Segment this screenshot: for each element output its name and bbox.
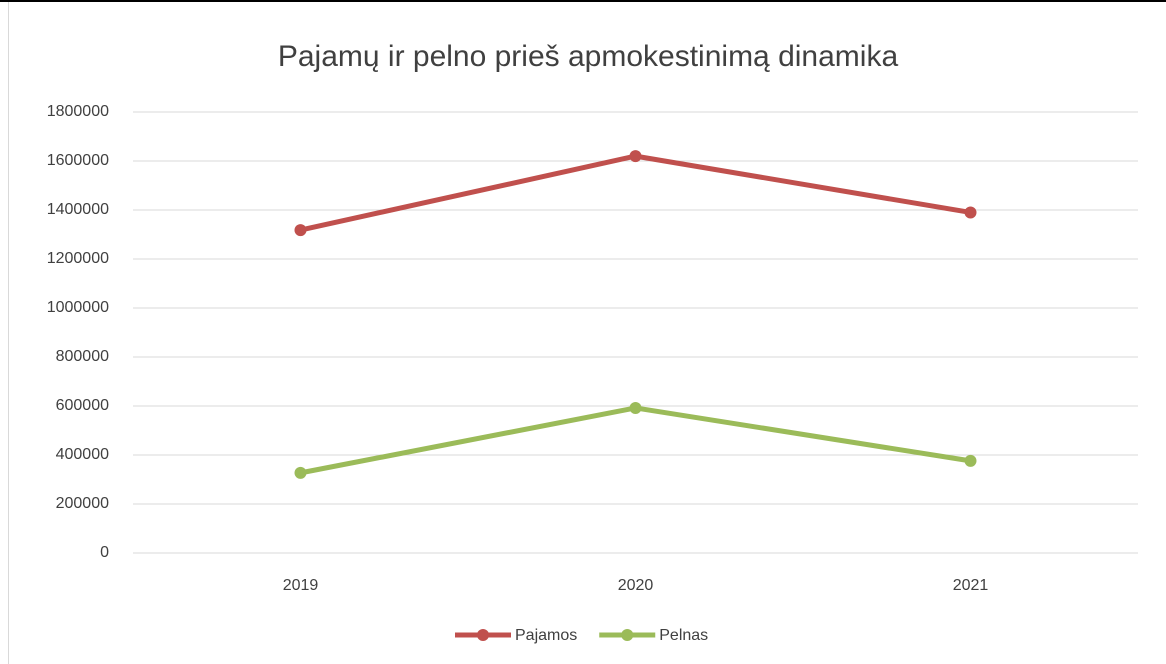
y-tick-label: 1200000 bbox=[47, 250, 109, 267]
y-tick-label: 1800000 bbox=[47, 103, 109, 120]
point bbox=[629, 401, 642, 414]
y-tick-label: 1400000 bbox=[47, 201, 109, 218]
x-tick-label: 2019 bbox=[283, 577, 319, 594]
y-tick-label: 200000 bbox=[56, 495, 109, 512]
y-tick-label: 0 bbox=[100, 544, 109, 561]
y-tick-label: 1000000 bbox=[47, 299, 109, 316]
point bbox=[964, 206, 977, 219]
point bbox=[294, 466, 307, 479]
chart-title: Pajamų ir pelno prieš apmokestinimą dina… bbox=[278, 40, 899, 73]
point bbox=[629, 150, 642, 163]
legend-label: Pelnas bbox=[659, 627, 708, 644]
point bbox=[964, 454, 977, 467]
y-tick-label: 400000 bbox=[56, 446, 109, 463]
legend-label: Pajamos bbox=[515, 627, 577, 644]
y-tick-label: 600000 bbox=[56, 397, 109, 414]
point bbox=[294, 224, 307, 237]
y-tick-label: 1600000 bbox=[47, 152, 109, 169]
y-tick-label: 800000 bbox=[56, 348, 109, 365]
chart-border bbox=[8, 0, 1166, 664]
legend-marker bbox=[477, 629, 489, 641]
legend-marker bbox=[621, 629, 634, 641]
x-tick-label: 2021 bbox=[953, 577, 989, 594]
x-tick-label: 2020 bbox=[618, 577, 654, 594]
